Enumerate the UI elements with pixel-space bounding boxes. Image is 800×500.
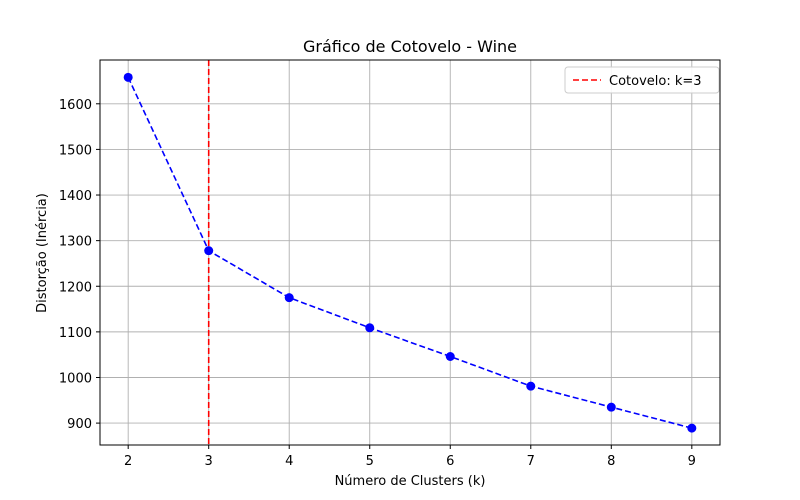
- legend-box: [564, 66, 720, 94]
- x-tick-label: 4: [285, 454, 293, 469]
- chart-title: Gráfico de Cotovelo - Wine: [303, 37, 517, 56]
- grid-lines: [100, 60, 720, 445]
- x-tick-label: 8: [607, 454, 615, 469]
- data-point: [204, 246, 214, 256]
- axes-frame: [99, 59, 721, 446]
- legend-entry-elbow: Cotovelo: k=3: [609, 74, 702, 89]
- x-axis-label: Número de Clusters (k): [335, 474, 486, 489]
- x-tick-label: 7: [527, 454, 535, 469]
- x-tick-label: 5: [366, 454, 374, 469]
- x-tick-label: 6: [446, 454, 454, 469]
- data-point: [445, 352, 455, 362]
- y-tick-label: 900: [67, 417, 92, 432]
- axes-border: [99, 59, 721, 446]
- data-point: [284, 293, 294, 303]
- x-tick-label: 9: [688, 454, 696, 469]
- y-tick-label: 1300: [59, 235, 92, 250]
- x-tick-label: 2: [124, 454, 132, 469]
- y-tick-label: 1400: [59, 189, 92, 204]
- tick-layer: 2 3 4 5 6 7 8 9 900 1000 1100 1200 1300 1400 1500 1600: [59, 98, 696, 469]
- data-point: [365, 323, 375, 333]
- series-layer: [123, 72, 697, 433]
- legend: Cotovelo: k=3: [564, 66, 720, 94]
- y-axis-label: Distorção (Inércia): [35, 193, 50, 313]
- y-tick-label: 1500: [59, 143, 92, 158]
- y-tick-label: 1000: [59, 371, 92, 386]
- y-tick-label: 1600: [59, 98, 92, 113]
- y-tick-label: 1100: [59, 326, 92, 341]
- y-tick-label: 1200: [59, 280, 92, 295]
- data-point: [526, 381, 536, 391]
- x-tick-label: 3: [205, 454, 213, 469]
- data-point: [606, 402, 616, 412]
- data-point: [123, 72, 133, 82]
- data-point: [687, 423, 697, 433]
